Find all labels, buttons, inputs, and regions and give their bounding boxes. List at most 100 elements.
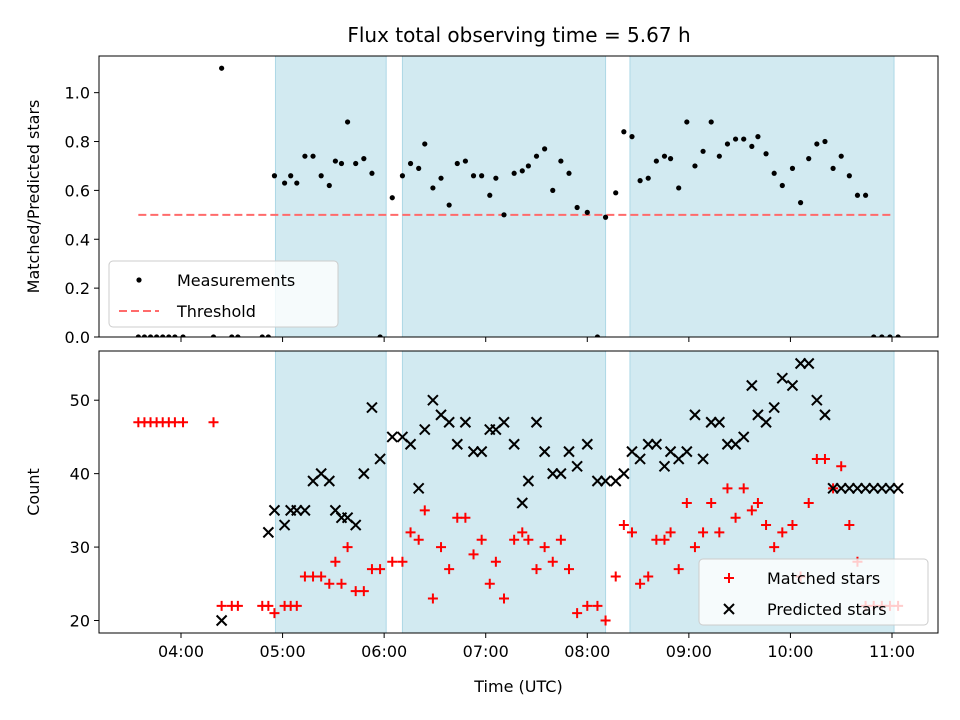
bottom-xtick-label: 04:00: [158, 642, 204, 661]
measurement-point: [511, 170, 517, 176]
measurement-point: [338, 160, 345, 167]
predicted-star-point: [618, 467, 630, 480]
bottom-xtick-label: 08:00: [564, 642, 610, 661]
predicted-star-point: [634, 453, 646, 465]
bottom-axes-frame: [98, 350, 939, 634]
measurement-point: [846, 173, 852, 179]
measurement-point: [566, 170, 572, 176]
predicted-star-point: [419, 423, 431, 436]
measurement-point: [479, 173, 485, 179]
predicted-star-point: [366, 401, 378, 414]
matched-star-point: [659, 534, 670, 545]
top-ylabel: Matched/Predicted stars: [24, 100, 43, 294]
matched-star-point: [291, 600, 302, 611]
matched-star-point: [490, 556, 501, 567]
matched-star-point: [564, 564, 575, 575]
predicted-star-point: [404, 438, 417, 450]
measurement-point: [399, 173, 406, 179]
predicted-star-point: [737, 431, 750, 443]
measurement-point: [684, 119, 690, 125]
measurement-point: [621, 129, 627, 135]
measurement-point: [637, 178, 643, 184]
matched-star-point: [618, 520, 629, 531]
matched-star-point: [600, 615, 611, 626]
predicted-star-point: [760, 416, 772, 428]
predicted-star-point: [563, 445, 575, 458]
bottom-shaded-interval: [274, 351, 387, 633]
predicted-star-point: [522, 475, 535, 487]
measurement-point: [871, 334, 877, 337]
measurement-point: [282, 180, 288, 186]
measurement-point: [724, 141, 731, 147]
measurement-point: [493, 175, 499, 181]
measurement-point: [166, 334, 172, 337]
matched-star-point: [592, 600, 603, 611]
matched-star-point: [517, 527, 528, 538]
matched-star-point: [626, 527, 637, 538]
bottom-ylabel: Count: [24, 468, 43, 516]
matched-star-point: [844, 520, 855, 531]
predicted-star-point: [876, 482, 888, 495]
matched-star-point: [358, 586, 369, 597]
measurement-point: [806, 156, 812, 162]
predicted-star-point: [459, 416, 472, 428]
measurement-point: [645, 175, 651, 181]
measurement-point: [332, 158, 338, 164]
measurement-point: [533, 153, 540, 159]
bottom-legend-box: [698, 558, 929, 626]
measurement-point: [389, 195, 395, 201]
measurement-point: [602, 214, 609, 220]
measurement-point: [501, 212, 507, 218]
measurement-point: [594, 334, 601, 337]
measurement-point: [135, 334, 141, 337]
measurement-point: [661, 153, 668, 159]
top-series-measurements: [135, 65, 901, 337]
matched-star-point: [531, 564, 542, 575]
measurement-point: [700, 148, 706, 154]
top-axes-frame: [98, 55, 939, 338]
measurement-point: [326, 182, 332, 189]
top-legend: Measurements Threshold: [108, 260, 339, 328]
predicted-star-point: [591, 475, 604, 487]
figure-title: Flux total observing time = 5.67 h: [347, 23, 690, 47]
matched-star-point: [746, 505, 757, 516]
legend-marker-matched: [724, 573, 734, 583]
measurement-point: [377, 334, 383, 337]
predicted-star-point: [827, 482, 839, 495]
matched-star-point: [673, 564, 684, 575]
measurement-point: [154, 334, 160, 337]
predicted-star-point: [721, 438, 734, 450]
measurement-point: [344, 119, 351, 125]
bottom-xlabel: Time (UTC): [473, 677, 562, 696]
matched-star-point: [413, 534, 424, 545]
matched-star-point: [761, 520, 772, 531]
measurement-point: [462, 158, 468, 164]
measurement-point: [629, 134, 635, 140]
legend-label: Matched stars: [767, 569, 880, 588]
top-legend-box: [108, 260, 339, 328]
predicted-star-point: [681, 445, 693, 458]
measurement-point: [653, 158, 659, 164]
measurement-point: [732, 136, 739, 142]
measurement-point: [779, 182, 785, 189]
matched-star-point: [714, 527, 725, 538]
matched-star-point: [460, 512, 471, 523]
predicted-star-point: [746, 379, 758, 392]
matched-star-point: [444, 564, 455, 575]
matched-star-point: [324, 578, 335, 589]
top-ytick-label: 0.4: [65, 230, 90, 249]
matched-star-point: [539, 542, 550, 553]
measurement-point: [797, 200, 804, 206]
legend-label: Measurements: [177, 271, 295, 290]
matched-star-point: [232, 600, 243, 611]
predicted-star-point: [658, 460, 671, 473]
measurement-point: [862, 192, 869, 198]
legend-marker-measurements: [136, 277, 142, 283]
predicted-star-point: [323, 475, 336, 487]
predicted-star-point: [803, 357, 815, 370]
measurement-point: [172, 334, 178, 337]
predicted-star-point: [278, 519, 291, 531]
matched-star-point: [706, 498, 717, 509]
matched-star-point: [263, 600, 274, 611]
